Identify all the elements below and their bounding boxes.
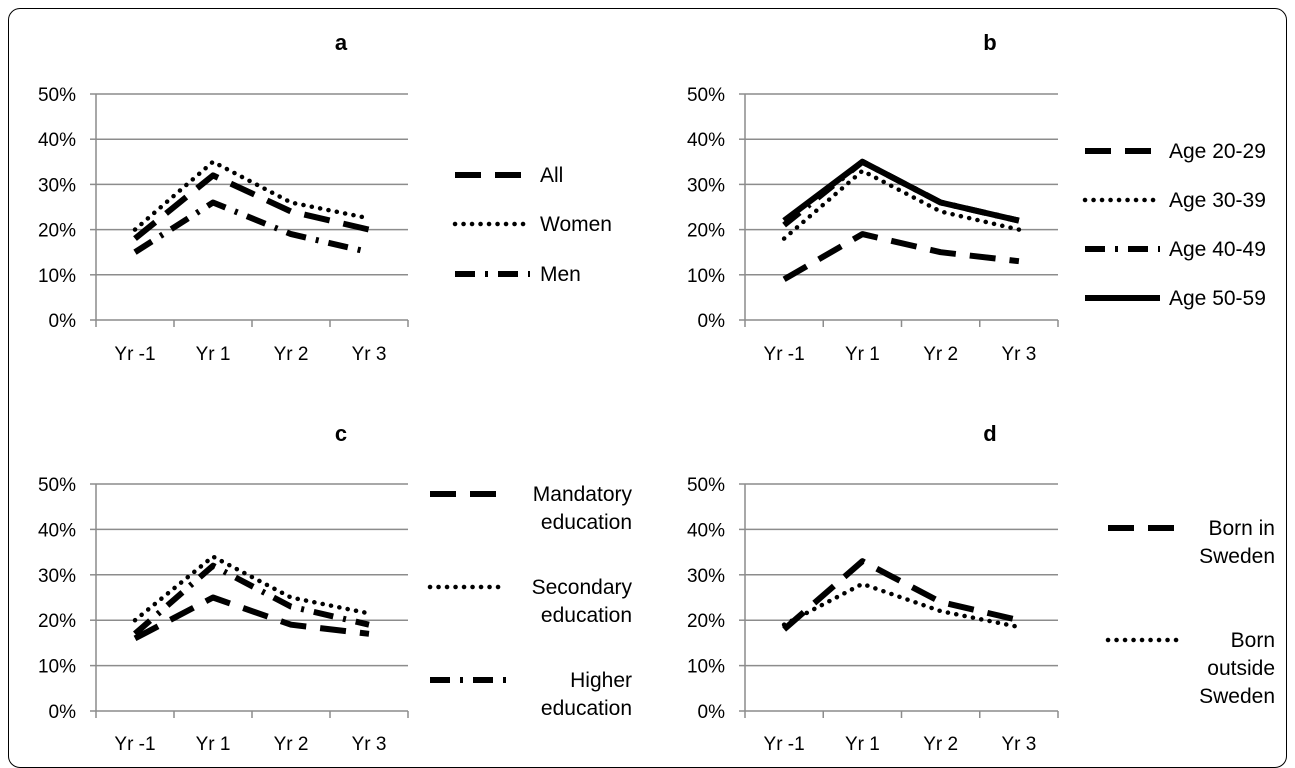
y-tick-label: 50%: [687, 85, 725, 106]
y-tick-label: 0%: [698, 311, 726, 332]
y-tick-label: 30%: [38, 566, 76, 587]
legend: Born in Sweden Born outside Sweden: [1105, 517, 1275, 708]
x-tick-label: Yr 2: [274, 344, 309, 365]
legend-label: Born in: [1208, 517, 1275, 540]
legend-label: Sweden: [1199, 545, 1275, 568]
x-tick-label: Yr 3: [1001, 344, 1036, 365]
y-tick-label: 0%: [49, 311, 77, 332]
x-tick-label: Yr 1: [196, 734, 231, 755]
series-line-1: [781, 581, 1022, 630]
y-tick-label: 0%: [49, 702, 77, 723]
series-line-0: [133, 594, 370, 642]
chart-title: a: [335, 30, 348, 55]
chart-panel-a: a 0% 10% 20% 30% 40% 50% Yr -1 Yr 1 Yr 2 Yr 3 All Wo…: [38, 30, 612, 365]
x-tick-label: Yr 3: [352, 344, 387, 365]
x-tick-label: Yr 1: [845, 344, 880, 365]
y-tick-label: 20%: [687, 221, 725, 242]
x-tick-label: Yr -1: [114, 734, 155, 755]
legend-label: education: [541, 604, 632, 627]
x-tick-label: Yr 2: [274, 734, 309, 755]
legend: All Women Men: [452, 164, 612, 286]
series-line-0: [782, 558, 1020, 632]
y-tick-label: 10%: [687, 266, 725, 287]
chart-title: c: [335, 421, 347, 446]
x-tick-label: Yr 1: [196, 344, 231, 365]
x-tick-label: Yr 2: [923, 734, 958, 755]
y-tick-label: 50%: [687, 475, 725, 496]
y-tick-label: 40%: [38, 520, 76, 541]
legend: Mandatory education Secondary education High…: [427, 483, 633, 720]
legend-label: Age 20-29: [1169, 140, 1266, 163]
series-line-1: [781, 168, 1022, 241]
legend-label: Age 50-59: [1169, 287, 1266, 310]
y-tick-label: 30%: [687, 566, 725, 587]
y-tick-label: 20%: [38, 221, 76, 242]
y-tick-label: 40%: [687, 130, 725, 151]
y-tick-label: 30%: [687, 175, 725, 196]
y-tick-label: 20%: [38, 611, 76, 632]
y-tick-label: 20%: [687, 611, 725, 632]
y-tick-label: 50%: [38, 85, 76, 106]
series-line-1: [132, 554, 372, 623]
y-tick-label: 40%: [38, 130, 76, 151]
y-tick-label: 50%: [38, 475, 76, 496]
legend-label: outside: [1207, 657, 1275, 680]
series-line-0: [133, 172, 370, 241]
legend-label: Age 30-39: [1169, 189, 1266, 212]
y-tick-label: 10%: [38, 657, 76, 678]
legend-label: education: [541, 511, 632, 534]
legend-label: Sweden: [1199, 685, 1275, 708]
x-tick-label: Yr 1: [845, 734, 880, 755]
legend-label: Age 40-49: [1169, 238, 1266, 261]
chart-title: d: [983, 421, 996, 446]
chart-panel-d: d 0% 10% 20% 30% 40% 50% Yr -1 Yr 1 Yr 2 Yr 3 Born …: [687, 421, 1275, 755]
series-line-3: [782, 158, 1020, 224]
series-line-2: [133, 562, 370, 637]
legend-label: Secondary: [532, 576, 633, 599]
y-tick-label: 10%: [687, 657, 725, 678]
legend-label: Men: [540, 263, 581, 286]
legend-label: Higher: [570, 669, 632, 692]
x-tick-label: Yr -1: [764, 734, 805, 755]
series-line-2: [133, 199, 370, 256]
chart-title: b: [983, 30, 996, 55]
legend: Age 20-29 Age 30-39 Age 40-49 Age 50-59: [1082, 140, 1266, 310]
x-tick-label: Yr 3: [1001, 734, 1036, 755]
legend-label: Women: [540, 213, 612, 236]
legend-label: education: [541, 697, 632, 720]
chart-panel-c: c 0% 10% 20% 30% 40% 50% Yr -1 Yr 1 Yr 2 Yr 3 Manda…: [38, 421, 633, 755]
chart-panel-b: b 0% 10% 20% 30% 40% 50% Yr -1 Yr 1 Yr 2 Yr 3 Age 2…: [687, 30, 1266, 365]
x-tick-label: Yr 3: [352, 734, 387, 755]
y-tick-label: 10%: [38, 266, 76, 287]
x-tick-label: Yr -1: [114, 344, 155, 365]
series-line-1: [132, 159, 372, 232]
legend-label: Mandatory: [533, 483, 633, 506]
x-tick-label: Yr -1: [764, 344, 805, 365]
series-line-0: [782, 231, 1020, 282]
x-tick-label: Yr 2: [923, 344, 958, 365]
y-tick-label: 0%: [698, 702, 726, 723]
legend-label: Born: [1231, 629, 1275, 652]
y-tick-label: 30%: [38, 175, 76, 196]
legend-label: All: [540, 164, 563, 187]
y-tick-label: 40%: [687, 520, 725, 541]
